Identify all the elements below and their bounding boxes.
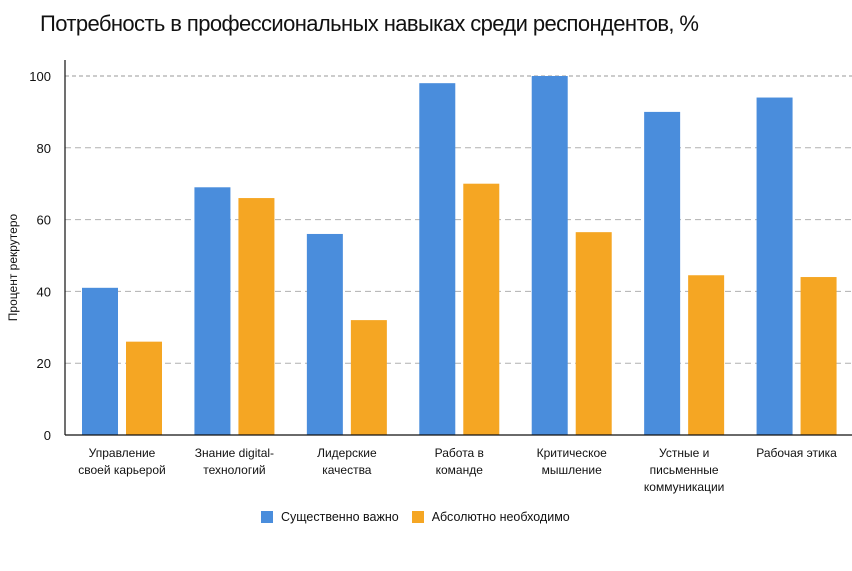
legend-swatch-series-0 — [261, 511, 273, 523]
legend-label-series-1: Абсолютно необходимо — [431, 510, 570, 524]
bar-series-0-cat-5 — [644, 111, 681, 436]
bar-series-0-cat-0 — [82, 287, 118, 435]
bar-series-1-cat-5 — [688, 275, 725, 435]
bar-series-0-cat-2 — [306, 233, 343, 435]
y-tick-label-100: 100 — [29, 69, 51, 84]
legend: Существенно важно Абсолютно необходимо — [261, 510, 583, 524]
bar-series-1-cat-1 — [238, 198, 275, 435]
bar-series-0-cat-1 — [194, 187, 231, 435]
x-category-label-6-line-0: Рабочая этика — [756, 446, 837, 460]
x-category-label-4-line-1: мышление — [542, 463, 603, 477]
bar-series-1-cat-0 — [126, 341, 162, 435]
bar-series-1-cat-6 — [800, 277, 837, 435]
x-category-label-4-line-0: Критическое — [537, 446, 608, 460]
bar-series-0-cat-3 — [419, 83, 456, 436]
x-category-label-0-line-0: Управление — [89, 446, 156, 460]
x-category-label-2-line-1: качества — [322, 463, 372, 477]
bar-series-1-cat-2 — [350, 320, 387, 435]
bar-series-1-cat-3 — [463, 183, 500, 435]
y-tick-label-0: 0 — [44, 428, 51, 443]
bar-series-1-cat-4 — [575, 232, 612, 435]
x-category-label-3-line-0: Работа в — [435, 446, 484, 460]
chart-title: Потребность в профессиональных навыках с… — [40, 11, 699, 36]
x-category-label-2-line-0: Лидерские — [317, 446, 377, 460]
legend-item-series-0: Существенно важно — [261, 510, 399, 524]
legend-label-series-0: Существенно важно — [281, 510, 399, 524]
x-category-label-0-line-1: своей карьерой — [78, 463, 165, 477]
legend-item-series-1: Абсолютно необходимо — [411, 510, 570, 524]
x-category-label-1-line-0: Знание digital- — [195, 446, 274, 460]
bar-series-0-cat-6 — [756, 97, 793, 435]
x-category-label-5-line-2: коммуникации — [644, 480, 725, 494]
y-axis-label: Процент рекрутеро — [6, 214, 20, 322]
y-tick-label-60: 60 — [37, 213, 51, 228]
y-tick-label-80: 80 — [37, 141, 51, 156]
y-tick-label-40: 40 — [37, 284, 51, 299]
x-category-label-3-line-1: команде — [436, 463, 484, 477]
legend-swatch-series-1 — [411, 511, 424, 523]
y-tick-label-20: 20 — [37, 356, 51, 371]
x-category-label-5-line-1: письменные — [650, 463, 719, 477]
x-category-label-1-line-1: технологий — [203, 463, 265, 477]
bar-series-0-cat-4 — [531, 76, 568, 435]
x-category-label-5-line-0: Устные и — [659, 446, 709, 460]
